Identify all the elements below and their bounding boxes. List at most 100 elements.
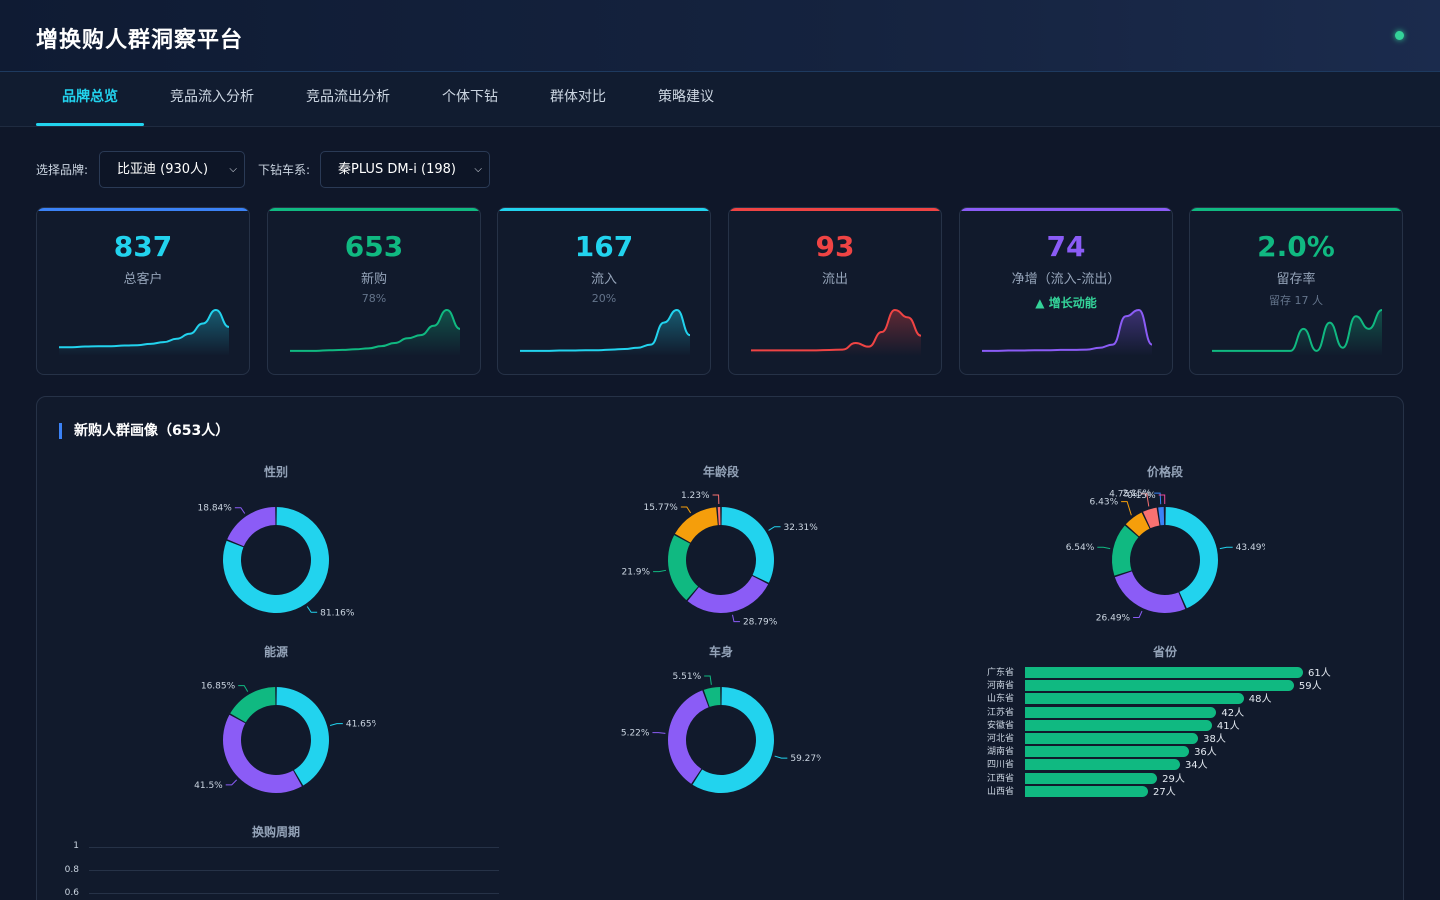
brand-select-label: 选择品牌: [36, 163, 89, 177]
sparkline-line [982, 308, 1152, 352]
donut-slice-label: 16.54% [1065, 543, 1095, 553]
panel-title: 新购人群画像（653人） [59, 423, 229, 439]
province-row: 江苏省 42人 [987, 706, 1347, 720]
donut-slice-label: 81.16% [320, 608, 355, 618]
kpi-subtext: 78% [361, 292, 387, 305]
donut-slice [687, 575, 769, 613]
tab-brand-overview[interactable]: 品牌总览 [36, 72, 144, 126]
chevron-down-icon: ⌵ [474, 164, 482, 175]
province-name: 河南省 [987, 681, 1015, 692]
kpi-accent-bar [1190, 208, 1402, 211]
donut-slice-label: 0.15% [1127, 491, 1156, 501]
donut-slice [227, 507, 276, 547]
cycle-y-tick: 0.8 [64, 865, 79, 875]
tab-competitor-inflow[interactable]: 竞品流入分析 [170, 89, 254, 105]
donut-label-line [732, 614, 740, 623]
sparkline-line [59, 308, 229, 349]
kpi-card: 74 净增（流入-流出） ▲ 增长动能 [959, 207, 1173, 375]
province-bar [1025, 667, 1303, 678]
kpi-accent-bar [960, 208, 1172, 211]
province-row: 安徽省 41人 [987, 719, 1347, 733]
kpi-sparkline [982, 308, 1152, 356]
donut-slice [674, 507, 718, 543]
sparkline-line [290, 308, 460, 352]
donut-label-line [652, 732, 666, 734]
province-row: 江西省 29人 [987, 772, 1347, 786]
province-value: 34人 [1184, 760, 1208, 772]
tab-group-compare[interactable]: 群体对比 [550, 89, 606, 105]
donut-slice [1112, 525, 1139, 576]
kpi-card: 653 新购 78% [267, 207, 481, 375]
donut-slice [1143, 507, 1160, 529]
kpi-sparkline [1212, 309, 1382, 356]
province-bar [1025, 719, 1212, 731]
kpi-accent-bar [729, 208, 941, 211]
tab-individual-drilldown[interactable]: 个体下钻 [442, 89, 498, 105]
donut-slice-label: 6.43% [1090, 498, 1119, 508]
chevron-down-icon: ⌵ [229, 164, 237, 175]
app-title: 增换购人群洞察平台 [36, 28, 244, 53]
province-bar [1025, 746, 1190, 758]
province-bar [1025, 733, 1199, 744]
province-value: 61人 [1308, 668, 1331, 679]
donut-slice [276, 687, 329, 786]
province-row: 湖南省 36人 [987, 746, 1347, 759]
province-name: 江苏省 [987, 707, 1015, 718]
kpi-card: 2.0% 留存率 留存 17 人 [1189, 207, 1403, 375]
province-value: 48人 [1248, 694, 1272, 706]
province-row: 河北省 38人 [987, 733, 1347, 746]
province-chart-title: 省份 [1152, 645, 1177, 659]
province-bar [1025, 680, 1294, 692]
donut-label-line [1158, 494, 1166, 505]
sparkline-area [59, 310, 229, 356]
province-row: 河南省 59人 [987, 680, 1347, 693]
kpi-label: 留存率 [1276, 272, 1316, 287]
energy-chart-title: 能源 [263, 645, 288, 659]
donut-slice [721, 507, 774, 583]
age-donut-chart: 32.31% 28.79% 21.9% 15.77%1.23% [621, 491, 818, 627]
province-row: 四川省 34人 [987, 759, 1347, 772]
kpi-value: 653 [344, 230, 404, 263]
cycle-y-tick: 0.6 [64, 888, 79, 898]
donut-slice-label: 15.77% [644, 503, 679, 513]
province-value: 41人 [1216, 720, 1240, 732]
province-name: 四川省 [987, 760, 1015, 771]
cycle-gridline [89, 870, 499, 871]
donut-slice-label: 1.23% [681, 491, 710, 501]
sparkline-line [1212, 309, 1382, 352]
donut-label-line [774, 755, 788, 759]
kpi-value: 2.0% [1257, 230, 1335, 263]
tab-strategy[interactable]: 策略建议 [658, 89, 714, 105]
donut-slice-label: 16.85% [201, 682, 236, 692]
donut-slice [223, 507, 329, 613]
donut-slice-label: 35.22% [621, 729, 650, 739]
donut-label-line [680, 506, 692, 514]
status-indicator [1395, 31, 1404, 40]
price-chart-title: 价格段 [1146, 465, 1183, 479]
donut-label-line [306, 606, 318, 613]
donut-slice-label: 4.75% [1109, 490, 1138, 500]
kpi-card: 167 流入 20% [497, 207, 711, 375]
province-name: 湖南省 [987, 747, 1015, 758]
province-bar [1025, 772, 1158, 784]
province-row: 山东省 48人 [987, 693, 1347, 706]
tab-competitor-outflow[interactable]: 竞品流出分析 [306, 89, 390, 105]
donut-label-line [1097, 546, 1111, 550]
kpi-label: 新购 [360, 272, 387, 287]
donut-slice-label: 41.5% [194, 781, 223, 791]
gender-chart-title: 性别 [263, 465, 288, 479]
donut-slice [1158, 507, 1165, 526]
donut-label-line [704, 675, 712, 685]
province-value: 59人 [1298, 681, 1322, 693]
body-chart-title: 车身 [708, 645, 733, 659]
sparkline-line [520, 308, 690, 352]
donut-slice [223, 714, 302, 793]
series-select-value: 秦PLUS DM-i (198) [338, 162, 456, 177]
brand-select[interactable]: 比亚迪 (930人) ⌵ [99, 151, 245, 188]
province-value: 42人 [1221, 707, 1245, 719]
province-value: 29人 [1162, 773, 1185, 785]
province-value: 27人 [1153, 786, 1176, 798]
series-select[interactable]: 秦PLUS DM-i (198) ⌵ [320, 151, 490, 188]
province-name: 河北省 [987, 734, 1015, 744]
brand-select-value: 比亚迪 (930人) [117, 162, 209, 177]
